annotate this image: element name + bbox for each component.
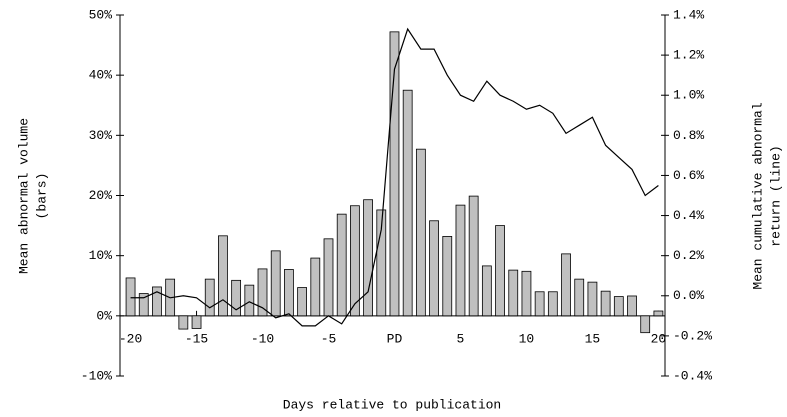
bar (231, 279, 242, 317)
bar (429, 220, 439, 317)
bar (613, 296, 624, 317)
x-tick-label: 5 (457, 331, 465, 346)
x-tick-label: 10 (519, 331, 535, 346)
bar (442, 236, 453, 317)
y2-tick-label: 0.4% (673, 208, 704, 223)
y-axis-label: Mean abnormal volume (16, 118, 31, 274)
x-axis-label: Days relative to publication (283, 397, 501, 412)
bar (152, 286, 162, 317)
x-tick-label: PD (387, 331, 403, 346)
bar (178, 315, 189, 330)
bar (455, 204, 466, 317)
y-tick-label: 0% (96, 308, 112, 323)
bar (415, 148, 426, 317)
y2-tick-label: -0.4% (673, 368, 712, 383)
y-axis-label: (bars) (34, 173, 49, 220)
bar (257, 268, 268, 317)
y-tick-label: 50% (89, 7, 113, 22)
bar (481, 265, 492, 317)
bar (534, 291, 545, 317)
bar (376, 209, 387, 317)
bar (244, 284, 255, 317)
y2-tick-label: 0.0% (673, 288, 704, 303)
x-tick-label: -20 (119, 331, 142, 346)
y-tick-label: 40% (89, 68, 113, 83)
bar (640, 315, 651, 334)
bar (561, 253, 571, 317)
bar (402, 89, 413, 317)
y2-tick-label: -0.2% (673, 328, 712, 343)
bar (297, 287, 307, 317)
bar (600, 290, 611, 317)
line (130, 27, 659, 327)
y-tick-label: -10% (81, 368, 112, 383)
bar (350, 205, 360, 317)
bar (191, 315, 202, 329)
x-tick-label: -5 (321, 331, 337, 346)
bar (138, 293, 149, 317)
y2-tick-label: 1.2% (673, 48, 704, 63)
y2-tick-label: 1.4% (673, 7, 704, 22)
bar (323, 238, 334, 317)
y2-tick-label: 0.6% (673, 168, 704, 183)
bar (310, 257, 321, 317)
bar (270, 250, 281, 317)
bar (218, 235, 228, 317)
bar (627, 295, 637, 317)
x-tick-label: -10 (251, 331, 274, 346)
bar (125, 277, 136, 317)
bar (336, 213, 347, 317)
y2-tick-label: 0.8% (673, 128, 704, 143)
y-tick-label: 10% (89, 248, 113, 263)
y2-axis-label: Mean cumulative abnormal (750, 102, 765, 289)
y-tick-label: 20% (89, 188, 113, 203)
y-tick-label: 30% (89, 128, 113, 143)
bar (284, 269, 294, 317)
bar (389, 31, 400, 317)
bar (204, 278, 215, 317)
y2-tick-label: 0.2% (673, 248, 704, 263)
x-tick-label: 15 (585, 331, 601, 346)
bar (468, 195, 479, 317)
bar (363, 199, 373, 317)
bar (574, 278, 585, 317)
bar (508, 269, 519, 317)
bar (653, 310, 664, 317)
y2-tick-label: 1.0% (673, 88, 704, 103)
x-tick-label: -15 (185, 331, 208, 346)
bar (547, 291, 558, 317)
x-tick-label: 20 (651, 331, 667, 346)
y2-axis-label: return (line) (768, 145, 783, 246)
bar (495, 225, 505, 317)
bar (587, 281, 598, 317)
bar (521, 270, 532, 317)
